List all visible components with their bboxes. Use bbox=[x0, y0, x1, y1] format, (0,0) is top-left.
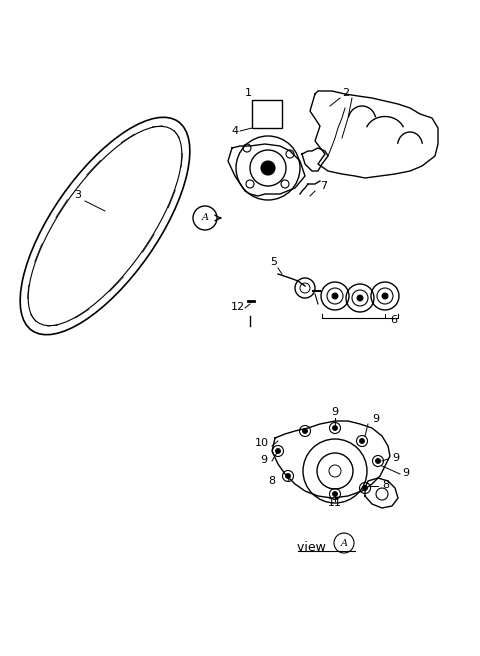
Circle shape bbox=[286, 474, 290, 478]
Text: 2: 2 bbox=[342, 88, 349, 98]
Text: 4: 4 bbox=[231, 126, 239, 136]
Text: 7: 7 bbox=[320, 181, 327, 191]
Circle shape bbox=[261, 161, 275, 175]
Circle shape bbox=[302, 428, 308, 434]
Text: 5: 5 bbox=[271, 257, 277, 267]
Circle shape bbox=[333, 426, 337, 430]
Text: 1: 1 bbox=[244, 88, 252, 98]
Text: 9: 9 bbox=[261, 455, 267, 465]
Text: 9: 9 bbox=[331, 407, 338, 417]
Circle shape bbox=[382, 293, 388, 299]
Circle shape bbox=[362, 485, 368, 491]
Text: 9: 9 bbox=[402, 468, 409, 478]
Text: 8: 8 bbox=[382, 480, 389, 490]
Circle shape bbox=[332, 293, 338, 299]
Text: A: A bbox=[202, 213, 208, 222]
Text: 3: 3 bbox=[74, 190, 82, 200]
Circle shape bbox=[360, 438, 364, 443]
Bar bbox=[252, 100, 282, 128]
Circle shape bbox=[276, 449, 280, 453]
Circle shape bbox=[375, 459, 381, 464]
Text: A: A bbox=[340, 539, 348, 548]
Text: 6: 6 bbox=[390, 315, 397, 325]
Text: view: view bbox=[297, 541, 330, 554]
Circle shape bbox=[357, 295, 363, 301]
Text: 9: 9 bbox=[372, 414, 379, 424]
Text: 9: 9 bbox=[392, 453, 399, 463]
Text: 8: 8 bbox=[268, 476, 276, 486]
Text: 11: 11 bbox=[328, 498, 342, 508]
Text: 12: 12 bbox=[231, 302, 245, 312]
Text: 10: 10 bbox=[255, 438, 269, 448]
Circle shape bbox=[333, 491, 337, 497]
